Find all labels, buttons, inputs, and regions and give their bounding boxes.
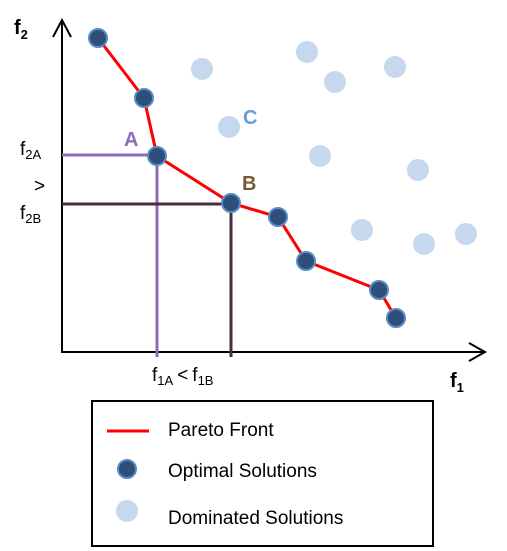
dominated-solution-point	[407, 159, 429, 181]
axes	[52, 17, 488, 362]
dominated-solutions	[191, 41, 477, 255]
dominated-solution-point	[218, 116, 240, 138]
dominated-solution-point	[351, 219, 373, 241]
x-annotation-f1A-main: f	[152, 365, 158, 386]
x-axis-label: f1	[450, 370, 464, 395]
y-annotation-f2B-sub: 2B	[25, 211, 41, 226]
legend-pareto-label: Pareto Front	[168, 420, 274, 441]
optimal-solution-point	[134, 88, 154, 108]
x-axis-label-main: f	[450, 370, 457, 392]
guide-line-B	[62, 202, 233, 357]
point-label-B: B	[242, 173, 256, 195]
y-axis-label: f2	[14, 17, 28, 42]
optimal-solutions	[88, 28, 406, 328]
legend-dominated-swatch	[116, 500, 138, 522]
y-annotation-f2A-sub: 2A	[25, 147, 41, 162]
dominated-solution-point	[191, 58, 213, 80]
y-annotation-greater: >	[34, 176, 45, 197]
y-axis-label-sub: 2	[21, 27, 28, 42]
legend-optimal-label: Optimal Solutions	[168, 461, 317, 482]
legend-optimal-swatch	[117, 459, 137, 479]
optimal-solution-point	[268, 207, 288, 227]
x-axis-label-sub: 1	[457, 380, 464, 395]
y-axis-label-main: f	[14, 17, 21, 39]
x-axis-arrowhead	[468, 342, 488, 362]
y-annotation-f2A-main: f	[20, 139, 26, 160]
x-annotation-f1A-sub: 1A	[157, 373, 173, 388]
legend-box	[91, 400, 434, 547]
dominated-solution-point	[324, 71, 346, 93]
point-label-A: A	[124, 129, 138, 151]
dominated-solution-point	[384, 56, 406, 78]
optimal-solution-point-A	[147, 146, 167, 166]
guide-line-A	[62, 153, 159, 357]
legend-dominated-label: Dominated Solutions	[168, 508, 343, 529]
y-annotation-f2B-main: f	[20, 203, 26, 224]
y-axis-arrowhead	[52, 17, 72, 38]
dominated-solution-point	[413, 233, 435, 255]
dominated-solution-point	[309, 145, 331, 167]
dominated-solution-point	[455, 223, 477, 245]
x-annotation-f1B-sub: 1B	[198, 373, 214, 388]
y-annotation-f2B: f2B	[20, 203, 41, 226]
dominated-solution-point	[296, 41, 318, 63]
optimal-solution-point	[369, 280, 389, 300]
x-annotation-f1B-main: f	[192, 365, 198, 386]
optimal-solution-point	[386, 308, 406, 328]
y-annotation-f2A: f2A	[20, 139, 42, 162]
optimal-solution-point	[296, 251, 316, 271]
point-label-C: C	[243, 107, 257, 129]
optimal-solution-point	[88, 28, 108, 48]
x-annotation-less: <	[177, 365, 188, 386]
legend: Pareto Front Optimal Solutions Dominated…	[91, 400, 434, 547]
optimal-solution-point-B	[221, 193, 241, 213]
x-annotation-f1A-f1B: f1A < f1B	[152, 365, 213, 388]
